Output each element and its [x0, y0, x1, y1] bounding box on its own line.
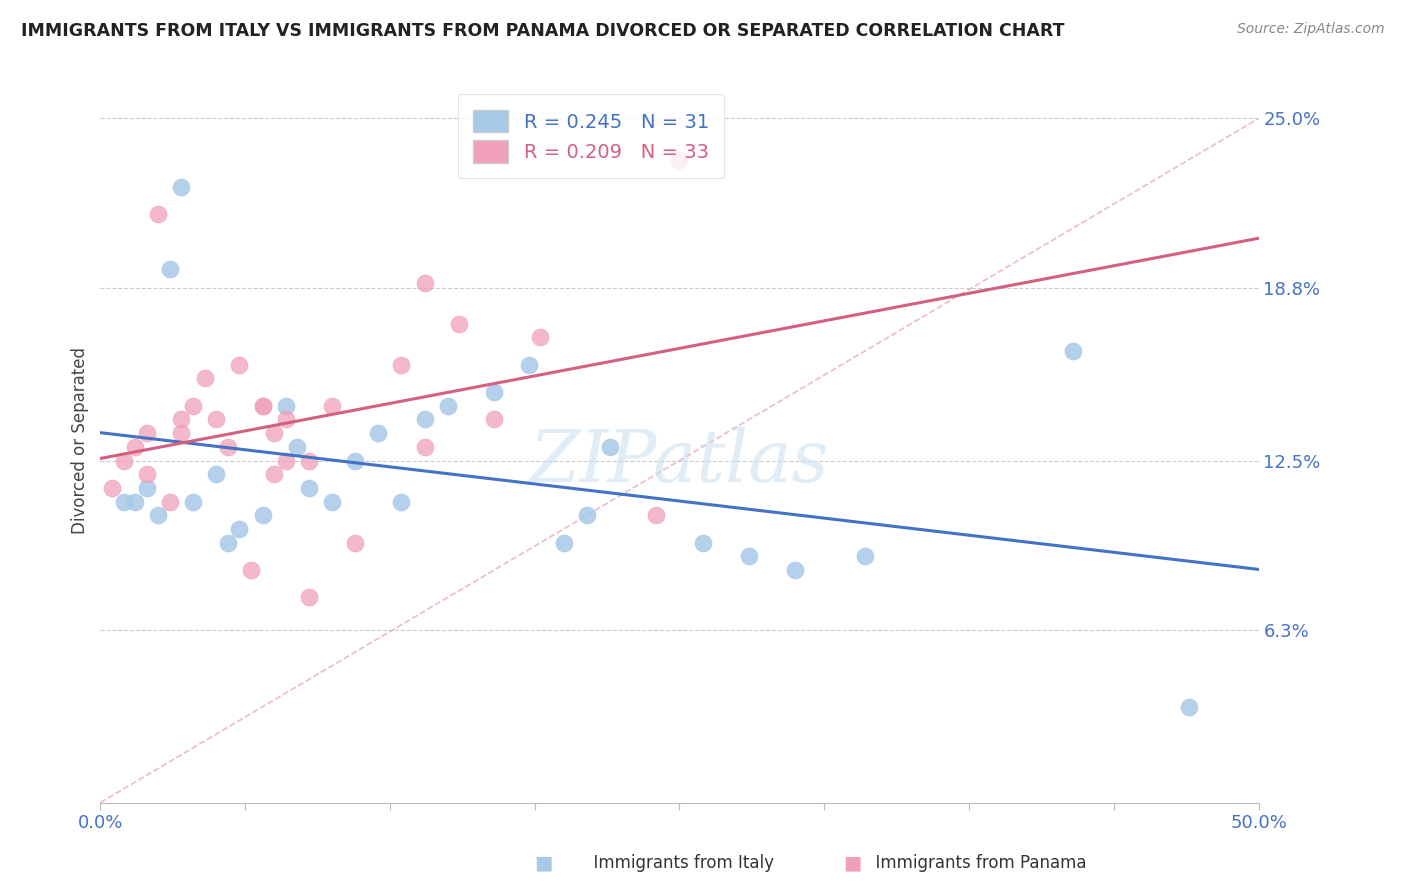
- Legend: R = 0.245   N = 31, R = 0.209   N = 33: R = 0.245 N = 31, R = 0.209 N = 33: [457, 95, 724, 178]
- Point: [645, 508, 668, 523]
- Text: Immigrants from Panama: Immigrants from Panama: [844, 855, 1085, 872]
- Point: [785, 563, 807, 577]
- Text: Source: ZipAtlas.com: Source: ZipAtlas.com: [1237, 22, 1385, 37]
- Point: [413, 276, 436, 290]
- Point: [101, 481, 124, 495]
- Point: [263, 467, 285, 482]
- Point: [344, 453, 367, 467]
- Point: [692, 535, 714, 549]
- Point: [194, 371, 217, 385]
- Point: [205, 467, 228, 482]
- Point: [274, 453, 297, 467]
- Text: ■: ■: [534, 854, 553, 872]
- Point: [135, 467, 157, 482]
- Point: [344, 535, 367, 549]
- Text: ZIPatlas: ZIPatlas: [530, 426, 830, 497]
- Point: [391, 494, 413, 508]
- Point: [298, 481, 321, 495]
- Point: [449, 317, 471, 331]
- Point: [367, 426, 389, 441]
- Point: [252, 399, 274, 413]
- Point: [252, 508, 274, 523]
- Point: [321, 399, 343, 413]
- Point: [112, 494, 135, 508]
- Point: [124, 440, 146, 454]
- Text: IMMIGRANTS FROM ITALY VS IMMIGRANTS FROM PANAMA DIVORCED OR SEPARATED CORRELATIO: IMMIGRANTS FROM ITALY VS IMMIGRANTS FROM…: [21, 22, 1064, 40]
- Point: [217, 440, 239, 454]
- Point: [738, 549, 761, 564]
- Point: [159, 262, 181, 277]
- Point: [599, 440, 621, 454]
- Text: Immigrants from Italy: Immigrants from Italy: [562, 855, 775, 872]
- Point: [413, 412, 436, 426]
- Point: [553, 535, 575, 549]
- Point: [205, 412, 228, 426]
- Point: [228, 522, 250, 536]
- Point: [298, 591, 321, 605]
- Point: [391, 358, 413, 372]
- Point: [263, 426, 285, 441]
- Point: [135, 481, 157, 495]
- Point: [274, 399, 297, 413]
- Point: [853, 549, 876, 564]
- Text: ■: ■: [844, 854, 862, 872]
- Point: [112, 453, 135, 467]
- Point: [1062, 344, 1084, 359]
- Point: [148, 207, 170, 221]
- Point: [298, 453, 321, 467]
- Point: [159, 494, 181, 508]
- Y-axis label: Divorced or Separated: Divorced or Separated: [72, 346, 89, 533]
- Point: [181, 494, 204, 508]
- Point: [252, 399, 274, 413]
- Point: [668, 153, 690, 167]
- Point: [413, 440, 436, 454]
- Point: [124, 494, 146, 508]
- Point: [217, 535, 239, 549]
- Point: [239, 563, 262, 577]
- Point: [285, 440, 308, 454]
- Point: [321, 494, 343, 508]
- Point: [135, 426, 157, 441]
- Point: [228, 358, 250, 372]
- Point: [529, 330, 551, 344]
- Point: [274, 412, 297, 426]
- Point: [1178, 699, 1201, 714]
- Point: [170, 412, 193, 426]
- Point: [148, 508, 170, 523]
- Point: [170, 426, 193, 441]
- Point: [575, 508, 598, 523]
- Point: [482, 412, 505, 426]
- Point: [437, 399, 460, 413]
- Point: [181, 399, 204, 413]
- Point: [482, 385, 505, 400]
- Point: [517, 358, 540, 372]
- Point: [170, 180, 193, 194]
